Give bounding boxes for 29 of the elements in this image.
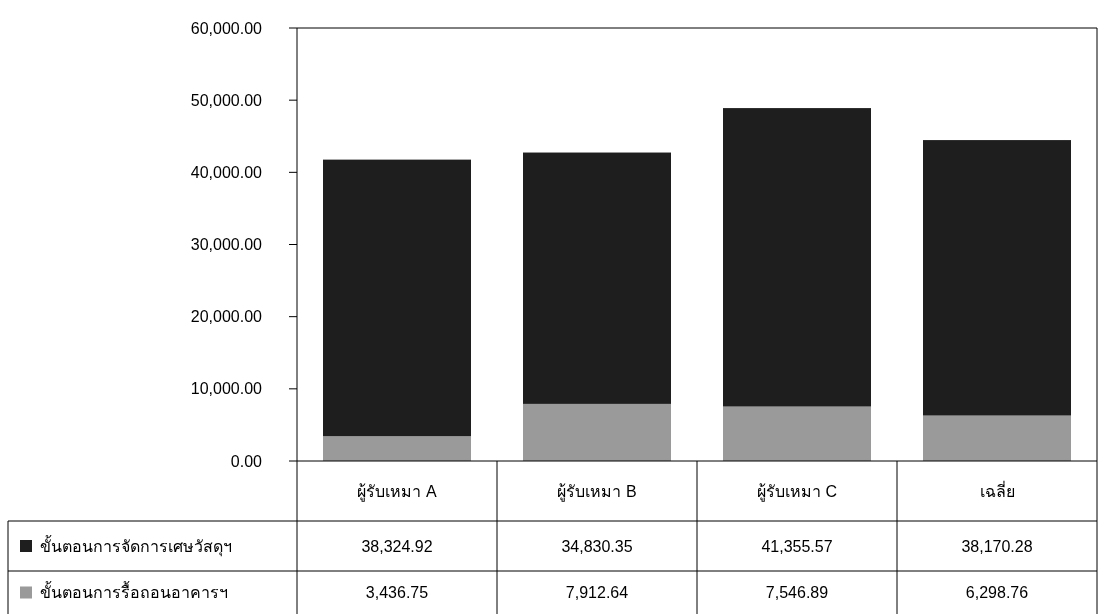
bar xyxy=(323,436,471,461)
bar xyxy=(723,108,871,407)
bar xyxy=(723,406,871,461)
data-label: 34,830.35 xyxy=(561,537,633,555)
y-tick-label: 40,000.00 xyxy=(190,163,263,181)
y-tick-label: 0.00 xyxy=(230,452,263,470)
bar xyxy=(923,415,1071,461)
data-label: 38,170.28 xyxy=(961,537,1033,555)
y-tick-label: 10,000.00 xyxy=(190,380,263,398)
data-label: 7,546.89 xyxy=(765,584,829,602)
bar xyxy=(323,159,471,437)
x-tick-label: ผู้รับเหมา B xyxy=(557,482,637,502)
data-label: 41,355.57 xyxy=(761,537,833,555)
legend-label: ขั้นตอนการรื้อถอนอาคารฯ xyxy=(40,581,228,602)
x-tick-label: ผู้รับเหมา C xyxy=(757,482,837,502)
data-label: 3,436.75 xyxy=(365,584,429,602)
x-tick-label: ผู้รับเหมา A xyxy=(357,482,437,502)
x-tick-label: เฉลี่ย xyxy=(979,479,1015,500)
bar xyxy=(923,140,1071,416)
data-label: 7,912.64 xyxy=(565,584,629,602)
data-label: 38,324.92 xyxy=(361,537,433,555)
y-tick-label: 30,000.00 xyxy=(190,236,263,254)
y-tick-label: 50,000.00 xyxy=(190,91,263,109)
legend-label: ขั้นตอนการจัดการเศษวัสดุฯ xyxy=(40,534,232,557)
y-tick-label: 20,000.00 xyxy=(190,308,263,326)
y-tick-label: 60,000.00 xyxy=(190,19,263,37)
bar xyxy=(523,403,671,461)
bar xyxy=(523,152,671,404)
data-label: 6,298.76 xyxy=(965,584,1029,602)
